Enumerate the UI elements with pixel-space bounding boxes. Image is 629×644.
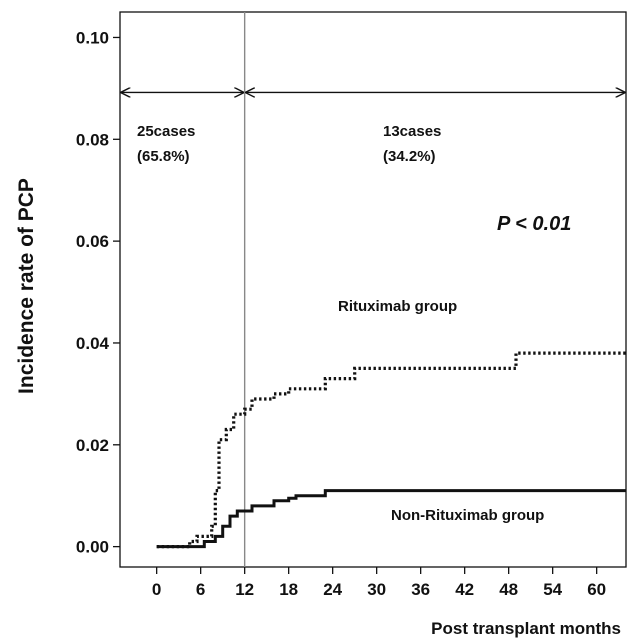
p-value-label: P < 0.01 bbox=[497, 213, 571, 235]
left-cases-label: 25cases bbox=[137, 123, 195, 140]
plot-frame bbox=[119, 11, 627, 568]
y-axis-title: Incidence rate of PCP bbox=[15, 178, 38, 394]
series-layer bbox=[156, 351, 626, 549]
non-rituximab-step-line bbox=[156, 489, 626, 549]
right-cases-label: 13cases bbox=[383, 123, 441, 140]
rituximab-step-line bbox=[156, 351, 626, 549]
y-tick-label: 0.02 bbox=[76, 436, 109, 455]
y-axis-ticks: 0.00 0.02 0.04 0.06 0.08 0.10 bbox=[76, 28, 120, 557]
x-tick-label: 60 bbox=[587, 580, 606, 599]
y-tick-label: 0.10 bbox=[76, 28, 109, 47]
x-tick-label: 18 bbox=[279, 580, 298, 599]
y-tick-label: 0.04 bbox=[76, 334, 110, 353]
x-tick-label: 36 bbox=[411, 580, 430, 599]
y-tick-label: 0.06 bbox=[76, 232, 109, 251]
rituximab-series-label: Rituximab group bbox=[338, 298, 457, 315]
x-axis-ticks: 0 6 12 18 24 30 36 42 48 54 60 bbox=[152, 567, 606, 599]
x-tick-label: 24 bbox=[323, 580, 342, 599]
x-tick-label: 42 bbox=[455, 580, 474, 599]
non-rituximab-series-label: Non-Rituximab group bbox=[391, 507, 544, 524]
x-tick-label: 0 bbox=[152, 580, 161, 599]
left-percent-label: (65.8%) bbox=[137, 148, 190, 165]
x-tick-label: 6 bbox=[196, 580, 205, 599]
x-tick-label: 48 bbox=[499, 580, 518, 599]
x-tick-label: 54 bbox=[543, 580, 562, 599]
x-axis-title: Post transplant months bbox=[431, 619, 621, 638]
x-tick-label: 12 bbox=[235, 580, 254, 599]
x-tick-label: 30 bbox=[367, 580, 386, 599]
right-percent-label: (34.2%) bbox=[383, 148, 436, 165]
y-tick-label: 0.00 bbox=[76, 538, 109, 557]
y-tick-label: 0.08 bbox=[76, 130, 109, 149]
